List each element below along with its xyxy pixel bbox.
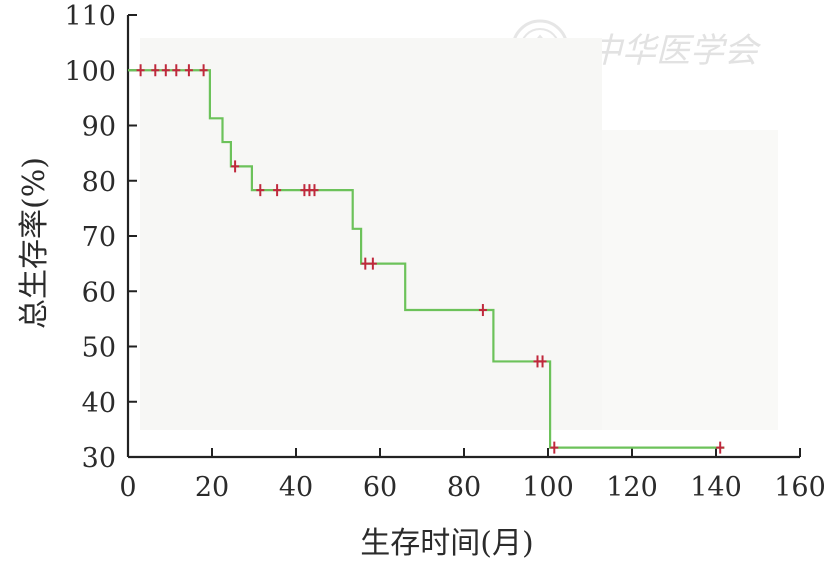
censor-mark	[151, 64, 160, 77]
censor-mark	[361, 257, 370, 270]
censor-mark	[550, 441, 559, 454]
x-tick-label: 20	[195, 472, 229, 503]
y-tick-label: 90	[82, 112, 116, 143]
censor-mark	[256, 184, 265, 197]
y-tick-label: 50	[82, 333, 116, 364]
y-tick-label: 30	[82, 443, 116, 474]
x-tick-label: 0	[119, 472, 136, 503]
survival-curve	[128, 69, 725, 449]
censor-mark	[310, 184, 319, 197]
censor-mark	[231, 160, 240, 173]
x-tick-label: 60	[363, 472, 397, 503]
censor-mark	[161, 64, 170, 77]
censor-mark	[716, 441, 725, 454]
x-tick-label: 120	[606, 472, 658, 503]
y-tick-label: 70	[82, 222, 116, 253]
censor-mark	[136, 64, 145, 77]
y-tick-label: 100	[64, 56, 116, 87]
x-tick-label: 80	[447, 472, 481, 503]
y-tick-label: 40	[82, 388, 116, 419]
x-tick-label: 40	[279, 472, 313, 503]
plot-panel	[140, 38, 602, 430]
censor-mark	[184, 64, 193, 77]
axis-titles: 生存时间(月) 总生存率(%)	[17, 157, 534, 561]
censor-mark	[199, 64, 208, 77]
censor-marks-group	[136, 64, 725, 454]
y-tick-label: 60	[82, 277, 116, 308]
censor-mark	[273, 184, 282, 197]
censor-mark	[368, 257, 377, 270]
plot-background	[140, 38, 778, 430]
x-axis-title: 生存时间(月)	[360, 526, 533, 561]
plot-panel-right	[602, 130, 778, 430]
x-tick-label: 160	[774, 472, 826, 503]
censor-mark	[538, 355, 547, 368]
y-axis-title: 总生存率(%)	[17, 157, 52, 329]
y-tick-label: 110	[64, 1, 116, 32]
censor-mark	[478, 304, 487, 317]
censor-mark	[172, 64, 181, 77]
axes: 0 20 40 60 80 100 120 140 160 30 40 50 60 70 80 90 100 11…	[64, 1, 825, 503]
survival-curve-group	[128, 69, 725, 449]
x-tick-label: 140	[690, 472, 742, 503]
x-tick-label: 100	[522, 472, 574, 503]
watermark-text: 中华医学会	[588, 31, 762, 71]
y-tick-label: 80	[82, 167, 116, 198]
watermark: 中华医学会	[511, 19, 762, 77]
